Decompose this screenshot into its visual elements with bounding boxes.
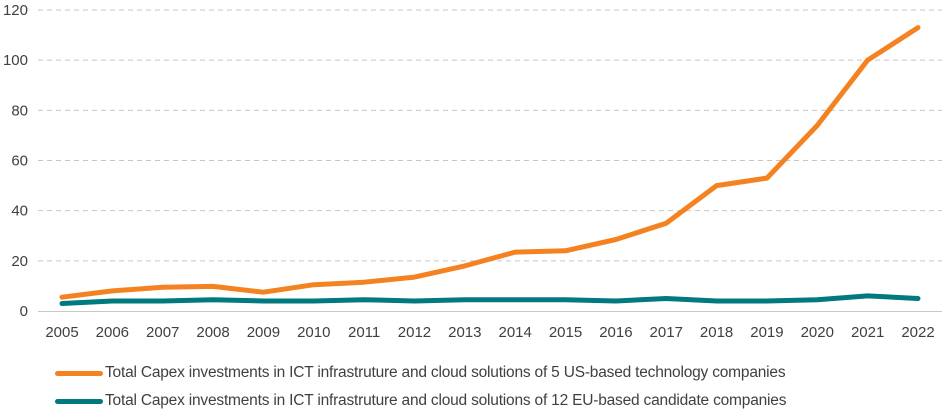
x-tick-label: 2010 — [297, 324, 330, 341]
legend-swatch-us — [55, 370, 103, 376]
series-line-eu — [59, 293, 921, 306]
legend-item-us: Total Capex investments in ICT infrastru… — [55, 364, 786, 382]
x-tick-label: 2017 — [650, 324, 683, 341]
series-line-us — [59, 25, 921, 300]
x-axis-tick-labels: 2005 2006 2007 2008 2009 2010 2011 2012 2013 2014… — [45, 324, 934, 341]
legend-swatch-eu — [55, 398, 103, 404]
x-tick-label: 2018 — [700, 324, 733, 341]
y-tick-label: 40 — [11, 203, 28, 220]
x-tick-label: 2005 — [45, 324, 78, 341]
y-tick-label: 0 — [20, 303, 28, 320]
legend-label-us: Total Capex investments in ICT infrastru… — [105, 364, 786, 381]
y-tick-label: 120 — [3, 2, 28, 19]
x-tick-label: 2015 — [549, 324, 582, 341]
y-tick-label: 20 — [11, 253, 28, 270]
x-tick-label: 2016 — [599, 324, 632, 341]
x-tick-label: 2014 — [498, 324, 531, 341]
line-chart: 0 20 40 60 80 100 120 2005 2006 2007 2008 2009 2010… — [3, 2, 942, 341]
x-tick-label: 2019 — [750, 324, 783, 341]
x-tick-label: 2013 — [448, 324, 481, 341]
x-tick-label: 2006 — [96, 324, 129, 341]
y-tick-label: 80 — [11, 102, 28, 119]
x-tick-label: 2007 — [146, 324, 179, 341]
x-tick-label: 2012 — [398, 324, 431, 341]
y-tick-label: 60 — [11, 153, 28, 170]
x-tick-label: 2009 — [247, 324, 280, 341]
x-tick-label: 2021 — [851, 324, 884, 341]
x-tick-label: 2008 — [196, 324, 229, 341]
y-tick-label: 100 — [3, 52, 28, 69]
legend-item-eu: Total Capex investments in ICT infrastru… — [55, 392, 786, 410]
y-axis-tick-labels: 0 20 40 60 80 100 120 — [3, 2, 28, 320]
legend-label-eu: Total Capex investments in ICT infrastru… — [105, 392, 787, 409]
x-tick-label: 2022 — [901, 324, 934, 341]
x-tick-label: 2011 — [348, 324, 380, 341]
x-tick-label: 2020 — [801, 324, 834, 341]
series-lines — [59, 25, 921, 306]
